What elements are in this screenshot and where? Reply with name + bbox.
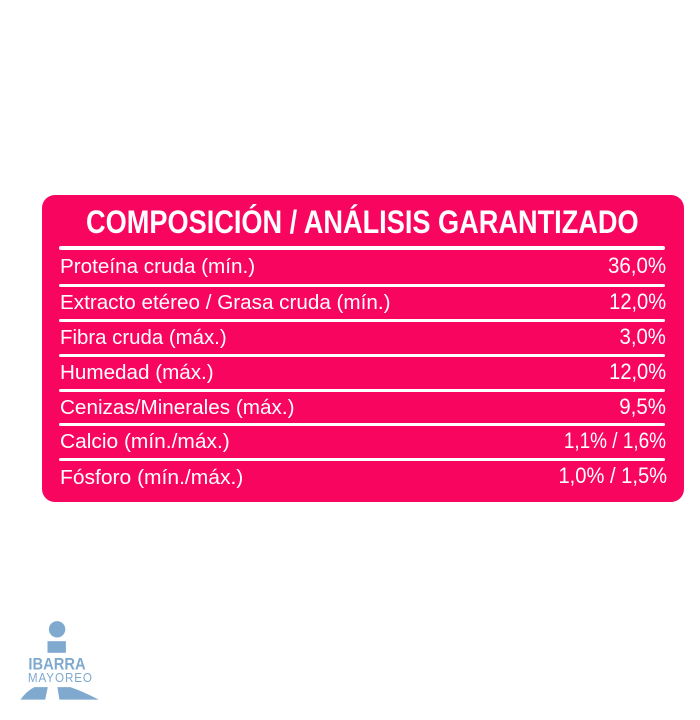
svg-text:IBARRA: IBARRA xyxy=(28,656,85,674)
svg-text:MAYOREO: MAYOREO xyxy=(28,670,93,685)
